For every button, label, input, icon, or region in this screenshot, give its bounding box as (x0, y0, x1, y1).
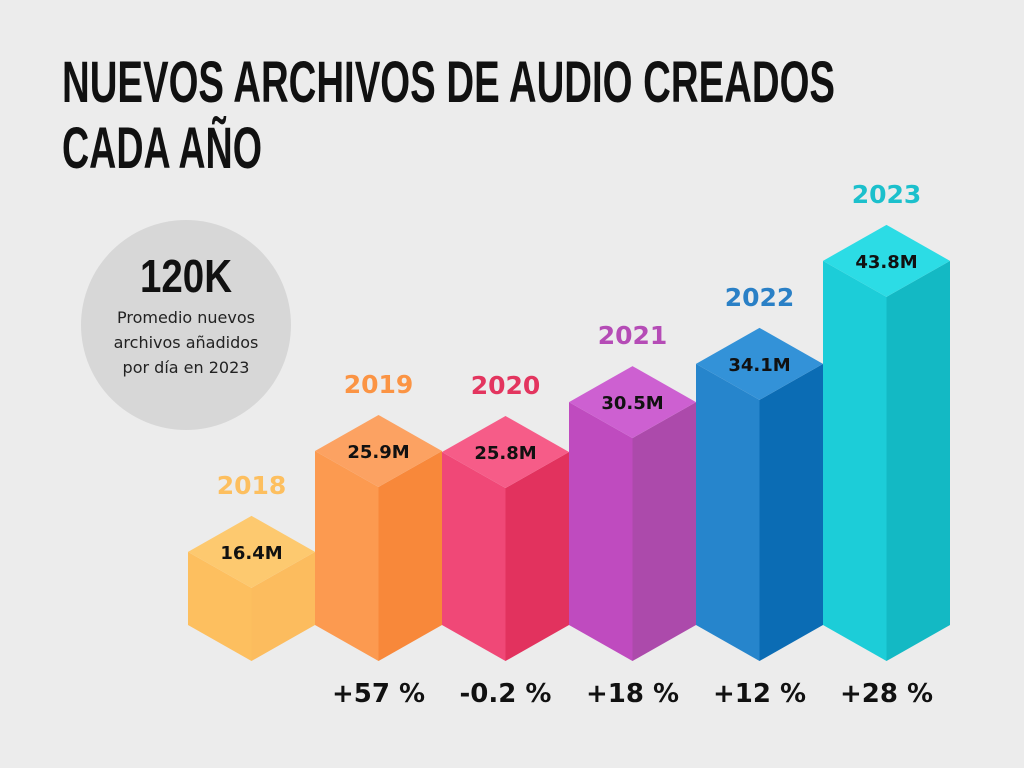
bar-right-face-2021 (632, 402, 696, 661)
bar-right-face-2023 (886, 260, 950, 661)
change-label: +28 % (840, 679, 933, 709)
year-label: 2021 (598, 321, 668, 350)
bar-left-face-2022 (696, 363, 760, 661)
bar-left-face-2021 (569, 402, 633, 661)
value-label: 16.4M (220, 543, 282, 564)
change-label: +12 % (713, 679, 806, 709)
bar-top-face-2021 (569, 366, 696, 439)
year-label: 2020 (471, 371, 541, 400)
bar-right-face-2018 (251, 551, 315, 661)
bar-top-face-2022 (696, 327, 823, 400)
bar-top-face-2023 (823, 224, 950, 297)
year-label: 2023 (852, 180, 922, 209)
bar-left-face-2023 (823, 260, 887, 661)
stat-caption-line: archivos añadidos (114, 333, 259, 352)
bar-top-face-2019 (315, 414, 442, 487)
value-label: 30.5M (601, 393, 663, 414)
title-line-2: CADA AÑO (62, 116, 262, 181)
bar-left-face-2019 (315, 450, 379, 661)
stat-caption-line: por día en 2023 (123, 358, 250, 377)
change-label: +18 % (586, 679, 679, 709)
year-label: 2018 (217, 471, 287, 500)
bar-right-face-2019 (378, 450, 442, 661)
bar-top-face-2020 (442, 416, 569, 489)
value-label: 25.8M (474, 443, 536, 464)
value-label: 25.9M (347, 442, 409, 463)
bar-left-face-2020 (442, 452, 506, 661)
stat-caption-line: Promedio nuevos (117, 308, 255, 327)
title-line-1: NUEVOS ARCHIVOS DE AUDIO CREADOS (62, 50, 835, 115)
stat-circle (81, 220, 291, 430)
value-label: 43.8M (855, 252, 917, 273)
bar-right-face-2022 (759, 363, 823, 661)
stat-value: 120K (140, 250, 232, 302)
value-label: 34.1M (728, 355, 790, 376)
bars: 16.4M 2018 25.9M 2019 +57 % 25.8M 2020 -0.2 % 30… (188, 180, 950, 709)
change-label: +57 % (332, 679, 425, 709)
year-label: 2022 (725, 283, 795, 312)
bar-top-face-2018 (188, 515, 315, 588)
bar-right-face-2020 (505, 452, 569, 661)
year-label: 2019 (344, 370, 414, 399)
change-label: -0.2 % (460, 679, 552, 709)
bar-left-face-2018 (188, 551, 252, 661)
